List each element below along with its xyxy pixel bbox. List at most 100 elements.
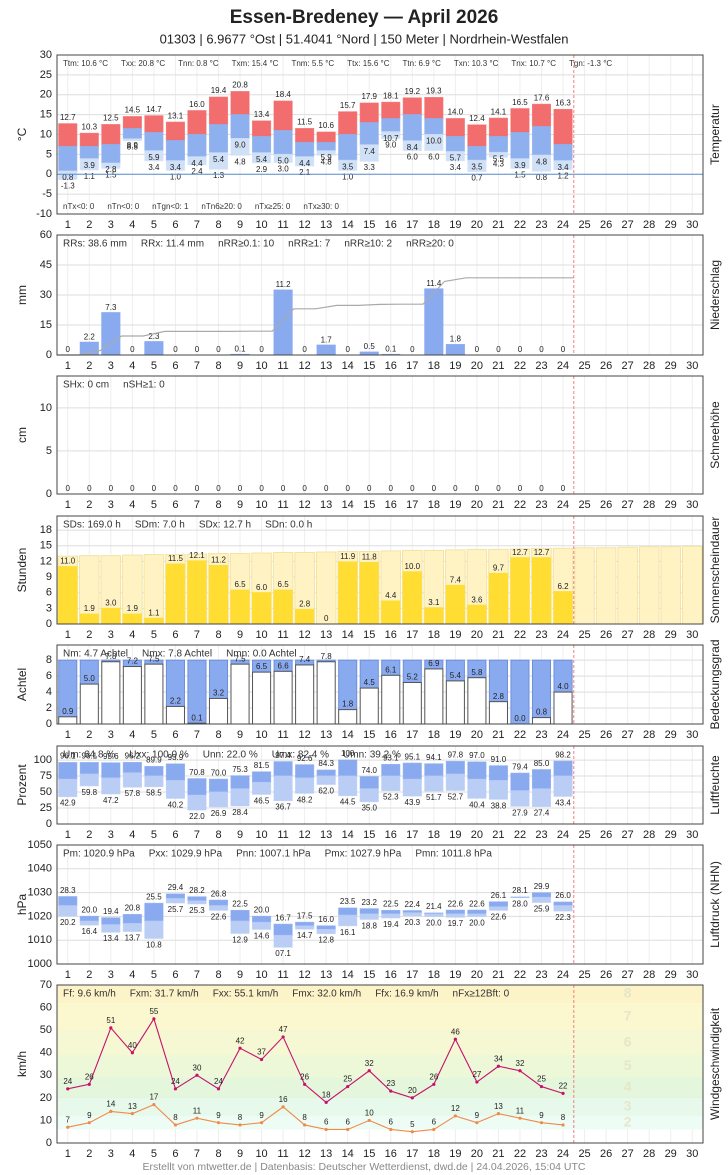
value-label: 11.9 xyxy=(340,552,356,561)
low-bar xyxy=(424,134,444,151)
x-tick-label: 25 xyxy=(578,629,590,641)
low-label: 22.6 xyxy=(491,912,507,921)
value-label: 0 xyxy=(324,484,329,493)
stat-text: nRR≥10: 2 xyxy=(344,239,392,250)
high-label: 10.3 xyxy=(82,122,98,131)
mean-bar xyxy=(338,775,358,797)
bar xyxy=(424,607,444,625)
value-label: 6 xyxy=(345,1118,350,1127)
ground-label: -1.3 xyxy=(61,182,75,191)
x-tick-label: 27 xyxy=(622,969,634,981)
series-point xyxy=(216,1087,221,1091)
x-tick-label: 28 xyxy=(643,629,655,641)
low-label: 4.4 xyxy=(191,159,203,168)
x-tick-label: 18 xyxy=(428,969,440,981)
mean-bar xyxy=(58,905,78,917)
x-tick-label: 9 xyxy=(237,360,243,372)
x-tick-label: 30 xyxy=(686,499,698,511)
mean-bar xyxy=(122,128,142,140)
bar xyxy=(488,701,508,725)
stat-text: SDm: 7.0 h xyxy=(135,520,185,531)
x-tick-label: 29 xyxy=(665,729,677,741)
high-label: 20.0 xyxy=(82,906,98,915)
mean-bar xyxy=(381,118,401,133)
value-label: 8 xyxy=(173,1113,178,1122)
bar xyxy=(445,584,465,625)
bar xyxy=(488,572,508,625)
x-tick-label: 27 xyxy=(622,219,634,231)
high-bar xyxy=(488,901,508,908)
high-label: 17.5 xyxy=(297,911,313,920)
mean-bar xyxy=(187,134,207,158)
high-bar xyxy=(531,103,552,128)
x-tick-label: 27 xyxy=(622,1148,634,1160)
high-bar xyxy=(338,111,358,135)
stat-text: nTx<0: 0 xyxy=(63,202,95,211)
y-tick-label: 25 xyxy=(40,802,52,814)
x-tick-label: 1 xyxy=(65,219,71,231)
high-label: 22.5 xyxy=(232,900,248,909)
low-label: 7.4 xyxy=(364,147,376,156)
bar xyxy=(295,664,315,725)
low-label: 59.8 xyxy=(82,788,98,797)
low-label: 20.2 xyxy=(60,918,76,927)
x-tick-label: 20 xyxy=(471,629,483,641)
value-label: 12.1 xyxy=(189,551,205,560)
high-bar xyxy=(252,915,272,923)
series-point xyxy=(130,1112,134,1116)
high-label: 19.4 xyxy=(211,86,227,95)
x-tick-label: 15 xyxy=(363,1148,375,1160)
series-point xyxy=(324,1127,328,1132)
high-label: 29.9 xyxy=(534,882,550,891)
x-tick-label: 1 xyxy=(65,360,71,372)
value-label: 0 xyxy=(152,484,157,493)
low-label: 2.8 xyxy=(105,165,117,174)
stat-text: nRR≥0.1: 10 xyxy=(218,239,275,250)
x-tick-label: 22 xyxy=(514,1148,526,1160)
low-label: 12.9 xyxy=(232,935,248,944)
low-bar xyxy=(445,151,465,162)
y-tick-label: 10 xyxy=(40,402,52,414)
y-tick-label: 1020 xyxy=(28,910,52,922)
x-tick-label: 13 xyxy=(320,829,332,841)
page-title: Essen-Bredeney — April 2026 xyxy=(230,7,499,28)
ground-label: 1.0 xyxy=(342,172,354,181)
value-label: 11.8 xyxy=(362,553,378,562)
high-bar xyxy=(144,902,164,922)
low-bar xyxy=(208,152,229,170)
high-bar xyxy=(252,120,272,137)
ground-label: 3.3 xyxy=(364,163,376,172)
x-tick-label: 12 xyxy=(299,969,311,981)
value-label: 11.2 xyxy=(276,280,292,289)
mean-bar xyxy=(187,900,207,905)
bar xyxy=(101,607,121,625)
x-tick-label: 28 xyxy=(643,729,655,741)
ground-label: 3.4 xyxy=(450,163,462,172)
high-bar xyxy=(531,892,552,898)
x-tick-label: 22 xyxy=(514,729,526,741)
x-tick-label: 11 xyxy=(277,969,288,981)
low-label: 5.9 xyxy=(321,153,333,162)
low-label: 3.9 xyxy=(514,161,526,170)
series-point xyxy=(389,1127,393,1132)
high-label: 19.4 xyxy=(103,907,119,916)
value-label: 0 xyxy=(432,484,437,493)
ground-label: 0.7 xyxy=(471,174,483,183)
mean-bar xyxy=(488,135,508,153)
ground-label: 1.5 xyxy=(514,170,526,179)
x-tick-label: 30 xyxy=(686,969,698,981)
y-tick-label: 6 xyxy=(46,670,52,682)
y-tick-label: 0 xyxy=(46,1137,52,1149)
plot-frame xyxy=(56,375,704,495)
mean-bar xyxy=(467,778,487,799)
x-tick-label: 25 xyxy=(578,829,590,841)
bar xyxy=(252,671,272,725)
mean-bar xyxy=(488,780,508,800)
stat-text: nTgn<0: 1 xyxy=(152,202,189,211)
x-tick-label: 24 xyxy=(557,829,569,841)
bar xyxy=(295,608,315,625)
high-label: 13.4 xyxy=(254,110,270,119)
x-tick-label: 10 xyxy=(255,629,267,641)
beaufort-label: 4 xyxy=(624,1078,632,1094)
value-label: 0 xyxy=(410,345,415,354)
